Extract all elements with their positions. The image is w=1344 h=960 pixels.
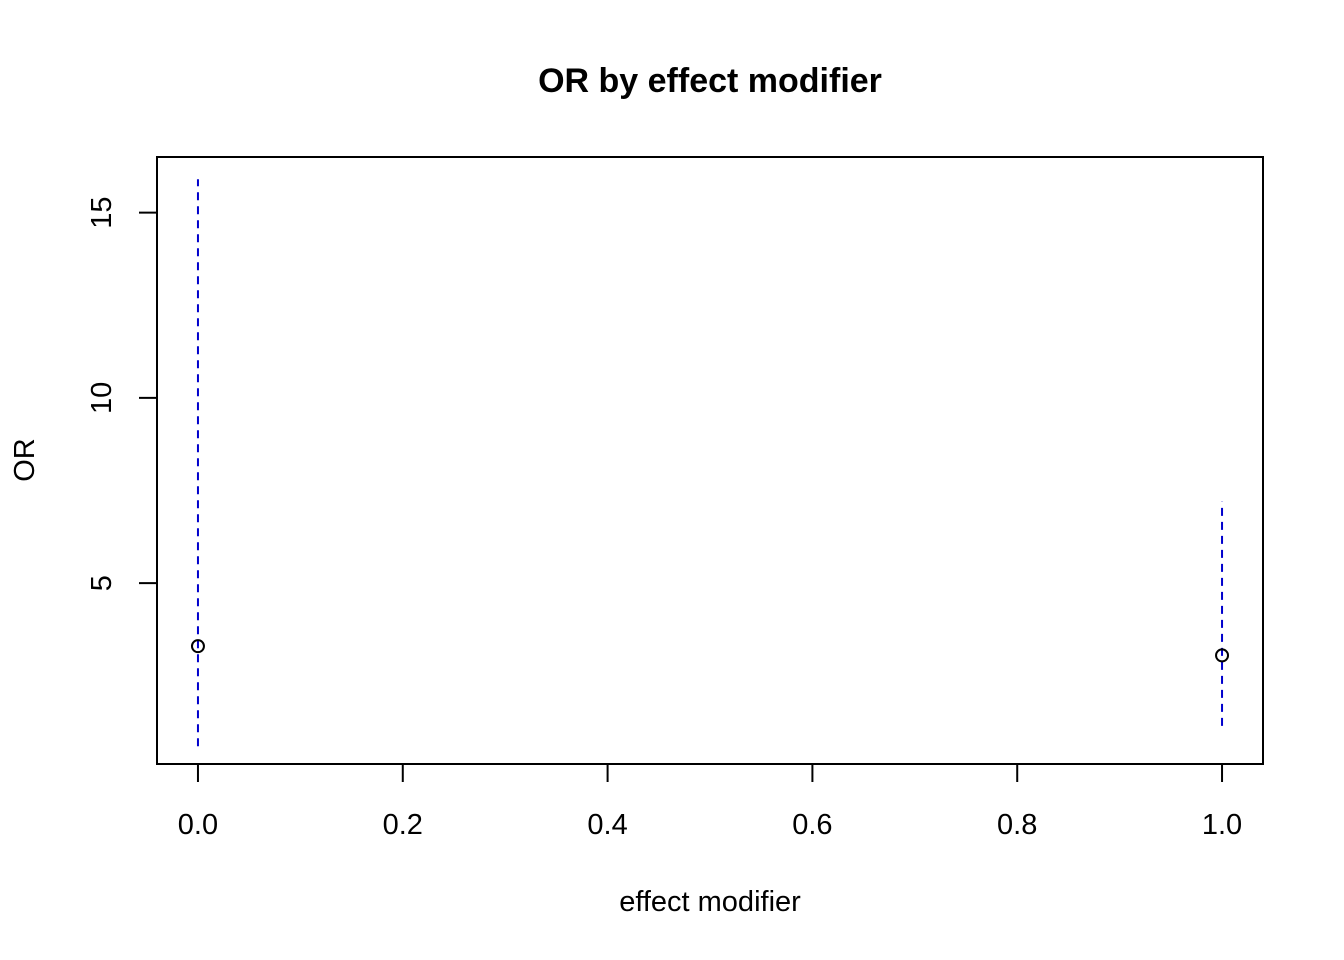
data-point xyxy=(190,639,205,654)
data-points xyxy=(190,639,1230,663)
data-point xyxy=(1215,648,1230,663)
y-tick-label: 5 xyxy=(86,575,118,591)
x-tick-label: 0.4 xyxy=(587,809,627,841)
x-tick-label: 0.8 xyxy=(997,809,1037,841)
chart-title: OR by effect modifier xyxy=(538,62,882,100)
x-tick-label: 0.2 xyxy=(383,809,423,841)
y-axis: 5 10 15 xyxy=(86,196,158,591)
x-tick-label: 0.6 xyxy=(792,809,832,841)
x-tick-label: 0.0 xyxy=(178,809,218,841)
y-tick-label: 15 xyxy=(86,196,118,228)
x-tick-label: 1.0 xyxy=(1202,809,1242,841)
confidence-intervals xyxy=(196,179,1224,747)
y-axis-label: OR xyxy=(9,438,41,482)
x-axis: 0.0 0.2 0.4 0.6 0.8 1.0 xyxy=(178,763,1242,841)
y-tick-label: 10 xyxy=(86,382,118,414)
plot-frame xyxy=(156,156,1264,765)
x-axis-label: effect modifier xyxy=(619,886,801,918)
